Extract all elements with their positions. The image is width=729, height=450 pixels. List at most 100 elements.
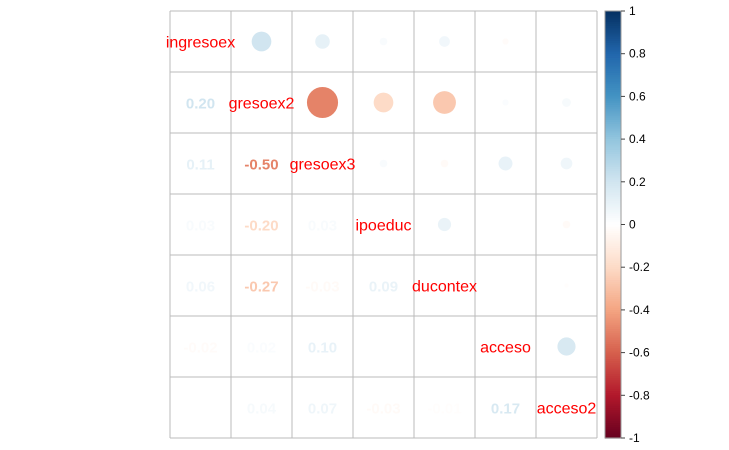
colorbar-segment bbox=[605, 247, 621, 251]
colorbar-segment bbox=[605, 175, 621, 179]
corr-value-3-0: 0.03 bbox=[186, 218, 215, 235]
colorbar-segment bbox=[605, 94, 621, 97]
colorbar-segment bbox=[605, 435, 621, 439]
colorbar-segment bbox=[605, 45, 621, 48]
colorbar-segment bbox=[605, 359, 621, 362]
colorbar-segment bbox=[605, 30, 621, 33]
colorbar-segment bbox=[605, 87, 621, 91]
colorbar-segment bbox=[605, 433, 621, 437]
colorbar-segment bbox=[605, 277, 621, 281]
colorbar-tick-label: 0 bbox=[629, 218, 636, 232]
corr-circle-2-5 bbox=[498, 156, 513, 171]
colorbar-segment bbox=[605, 122, 621, 125]
corr-circle-4-6 bbox=[564, 283, 569, 288]
colorbar-segment bbox=[605, 386, 621, 390]
colorbar-segment bbox=[605, 79, 621, 83]
colorbar-segment bbox=[605, 354, 621, 358]
colorbar-segment bbox=[605, 38, 621, 42]
colorbar-tick-label: 1 bbox=[629, 4, 636, 18]
corr-value-5-3: 0.00 bbox=[369, 340, 398, 357]
colorbar-segment bbox=[605, 220, 621, 223]
colorbar-segment bbox=[605, 286, 621, 290]
colorbar-segment bbox=[605, 256, 621, 260]
colorbar-segment bbox=[605, 117, 621, 121]
corr-value-2-1: -0.50 bbox=[244, 157, 278, 174]
colorbar-segment bbox=[605, 382, 621, 386]
colorbar-tick-label: 0.2 bbox=[629, 175, 646, 189]
colorbar-segment bbox=[605, 100, 621, 104]
colorbar-segment bbox=[605, 136, 621, 140]
colorbar-segment bbox=[605, 333, 621, 337]
colorbar-segment bbox=[605, 64, 621, 68]
colorbar-segment bbox=[605, 250, 621, 253]
colorbar-segment bbox=[605, 32, 621, 36]
colorbar-segment bbox=[605, 252, 621, 255]
colorbar-tick-label: 0.8 bbox=[629, 47, 646, 61]
colorbar-segment bbox=[605, 98, 621, 102]
colorbar-segment bbox=[605, 322, 621, 326]
colorbar-segment bbox=[605, 303, 621, 307]
colorbar-segment bbox=[605, 265, 621, 268]
colorbar-segment bbox=[605, 194, 621, 198]
colorbar-segment bbox=[605, 348, 621, 352]
colorbar-segment bbox=[605, 171, 621, 174]
colorbar-segment bbox=[605, 215, 621, 219]
colorbar-segment bbox=[605, 341, 621, 345]
colorbar-tick-label: -0.4 bbox=[629, 303, 650, 317]
colorbar-segment bbox=[605, 405, 621, 409]
colorbar-segment bbox=[605, 367, 621, 371]
corr-circle-0-5 bbox=[502, 38, 509, 45]
corr-circle-2-3 bbox=[379, 159, 388, 168]
corr-value-6-3: -0.03 bbox=[366, 401, 400, 418]
colorbar-segment bbox=[605, 15, 621, 18]
colorbar-segment bbox=[605, 380, 621, 384]
colorbar-segment bbox=[605, 414, 621, 418]
colorbar-segment bbox=[605, 186, 621, 189]
colorbar-tick-label: -1 bbox=[629, 431, 640, 445]
colorbar-segment bbox=[605, 329, 621, 332]
colorbar-segment bbox=[605, 162, 621, 166]
corr-circle-1-2 bbox=[306, 86, 339, 119]
colorbar-segment bbox=[605, 181, 621, 185]
corr-circle-0-1 bbox=[251, 31, 272, 52]
colorbar-segment bbox=[605, 126, 621, 130]
colorbar-segment bbox=[605, 416, 621, 420]
colorbar-tick-label: 0.6 bbox=[629, 89, 646, 103]
diag-label-0: ingresoex bbox=[166, 35, 235, 52]
colorbar-segment bbox=[605, 384, 621, 388]
colorbar-segment bbox=[605, 337, 621, 341]
corr-value-3-1: -0.20 bbox=[244, 218, 278, 235]
colorbar-segment bbox=[605, 228, 621, 232]
corr-circle-1-5 bbox=[502, 99, 509, 106]
colorbar-segment bbox=[605, 55, 621, 59]
colorbar-tick-label: -0.2 bbox=[629, 260, 650, 274]
corr-circle-2-6 bbox=[560, 157, 573, 170]
colorbar-segment bbox=[605, 429, 621, 433]
colorbar-segment bbox=[605, 299, 621, 302]
colorbar-segment bbox=[605, 292, 621, 296]
colorbar-segment bbox=[605, 173, 621, 176]
colorbar-segment bbox=[605, 115, 621, 119]
corr-value-2-0: 0.11 bbox=[186, 157, 214, 174]
colorbar-segment bbox=[605, 237, 621, 241]
colorbar-segment bbox=[605, 233, 621, 236]
corr-value-4-0: 0.06 bbox=[186, 279, 215, 296]
colorbar-segment bbox=[605, 243, 621, 247]
colorbar-segment bbox=[605, 34, 621, 38]
colorbar-segment bbox=[605, 190, 621, 194]
colorbar-segment bbox=[605, 40, 621, 44]
colorbar-segment bbox=[605, 49, 621, 53]
colorbar-segment bbox=[605, 77, 621, 80]
colorbar-segment bbox=[605, 324, 621, 328]
colorbar-segment bbox=[605, 47, 621, 51]
colorbar-segment bbox=[605, 312, 621, 315]
colorbar-segment bbox=[605, 60, 621, 63]
colorbar-segment bbox=[605, 226, 621, 230]
colorbar-segment bbox=[605, 132, 621, 136]
colorbar-segment bbox=[605, 339, 621, 343]
colorbar-segment bbox=[605, 284, 621, 288]
colorbar-segment bbox=[605, 201, 621, 204]
colorbar-segment bbox=[605, 17, 621, 21]
colorbar-segment bbox=[605, 130, 621, 134]
